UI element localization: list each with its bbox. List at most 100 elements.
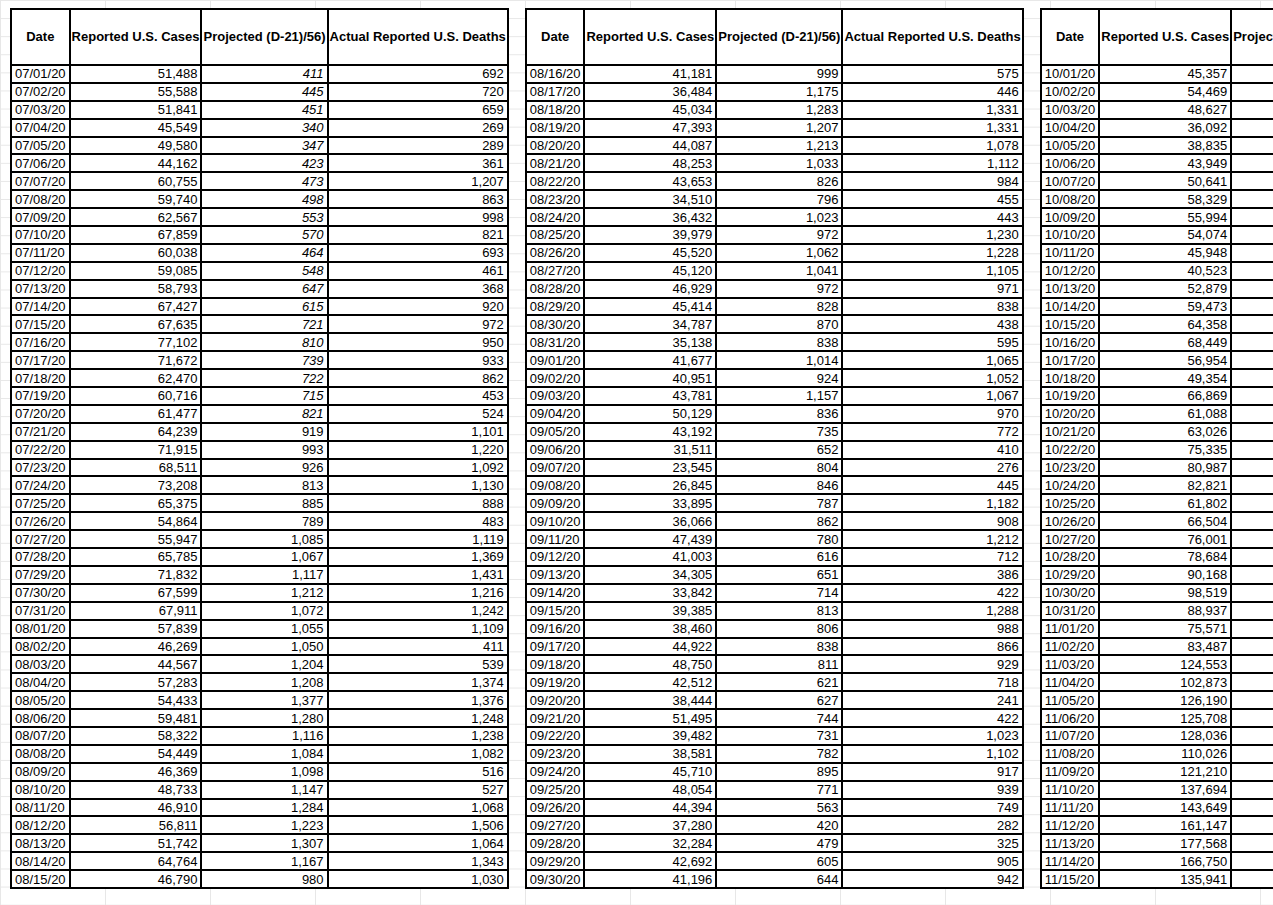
date-cell[interactable]: 11/02/20 [1041, 638, 1100, 656]
cases-cell[interactable]: 58,322 [70, 727, 202, 745]
cases-cell[interactable]: 50,129 [584, 405, 716, 423]
projected-cell[interactable]: 926 [201, 459, 327, 477]
date-cell[interactable]: 07/31/20 [11, 602, 70, 620]
cases-cell[interactable]: 62,470 [70, 369, 202, 387]
deaths-cell[interactable]: 933 [328, 351, 508, 369]
cases-cell[interactable]: 67,911 [70, 602, 202, 620]
cases-cell[interactable]: 35,138 [584, 333, 716, 351]
date-cell[interactable]: 07/03/20 [11, 101, 70, 119]
projected-cell[interactable]: 420 [716, 816, 842, 834]
cases-cell[interactable]: 143,649 [1099, 799, 1231, 817]
projected-cell[interactable]: 924 [716, 369, 842, 387]
deaths-cell[interactable]: 386 [842, 566, 1022, 584]
date-cell[interactable]: 11/09/20 [1041, 763, 1100, 781]
cases-cell[interactable]: 61,802 [1099, 494, 1231, 512]
projected-cell[interactable]: 1,098 [201, 763, 327, 781]
cases-cell[interactable]: 48,627 [1099, 101, 1231, 119]
date-cell[interactable]: 08/08/20 [11, 745, 70, 763]
date-cell[interactable]: 07/15/20 [11, 315, 70, 333]
projected-cell[interactable]: 838 [716, 333, 842, 351]
cases-cell[interactable]: 67,635 [70, 315, 202, 333]
deaths-cell[interactable]: 1,064 [328, 834, 508, 852]
date-cell[interactable]: 10/24/20 [1041, 476, 1100, 494]
cases-cell[interactable]: 166,750 [1099, 852, 1231, 870]
projected-cell[interactable]: 1,204 [201, 655, 327, 673]
date-cell[interactable]: 09/03/20 [526, 387, 585, 405]
deaths-cell[interactable]: 1,228 [842, 244, 1022, 262]
cases-cell[interactable]: 128,036 [1099, 727, 1231, 745]
projected-cell[interactable]: 411 [201, 65, 327, 83]
deaths-cell[interactable]: 422 [842, 584, 1022, 602]
cases-cell[interactable]: 44,162 [70, 154, 202, 172]
cases-cell[interactable]: 43,949 [1099, 154, 1231, 172]
date-cell[interactable]: 08/02/20 [11, 638, 70, 656]
cases-cell[interactable]: 49,354 [1099, 369, 1231, 387]
deaths-cell[interactable]: 1,105 [842, 262, 1022, 280]
deaths-cell[interactable]: 595 [842, 333, 1022, 351]
cases-cell[interactable]: 59,740 [70, 190, 202, 208]
projected-cell[interactable]: 780 [716, 530, 842, 548]
date-cell[interactable]: 10/08/20 [1041, 190, 1100, 208]
deaths-cell[interactable]: 1,212 [842, 530, 1022, 548]
date-cell[interactable]: 10/18/20 [1041, 369, 1100, 387]
projected-cell[interactable]: 821 [1231, 602, 1273, 620]
projected-cell[interactable]: 870 [716, 315, 842, 333]
projected-cell[interactable]: 802 [1231, 172, 1273, 190]
projected-cell[interactable]: 647 [201, 280, 327, 298]
cases-cell[interactable]: 49,580 [70, 137, 202, 155]
cases-cell[interactable]: 48,253 [584, 154, 716, 172]
deaths-cell[interactable]: 1,119 [328, 530, 508, 548]
cases-cell[interactable]: 98,519 [1099, 584, 1231, 602]
date-cell[interactable]: 11/07/20 [1041, 727, 1100, 745]
date-cell[interactable]: 07/29/20 [11, 566, 70, 584]
projected-cell[interactable]: 858 [1231, 315, 1273, 333]
cases-cell[interactable]: 61,088 [1099, 405, 1231, 423]
cases-cell[interactable]: 48,054 [584, 781, 716, 799]
cases-cell[interactable]: 33,895 [584, 494, 716, 512]
cases-cell[interactable]: 66,504 [1099, 512, 1231, 530]
date-cell[interactable]: 07/08/20 [11, 190, 70, 208]
cases-cell[interactable]: 48,750 [584, 655, 716, 673]
projected-cell[interactable]: 645 [1231, 476, 1273, 494]
header-projected[interactable]: Projected (D-21)/56) [1231, 9, 1273, 65]
cases-cell[interactable]: 102,873 [1099, 673, 1231, 691]
projected-cell[interactable]: 1,041 [716, 262, 842, 280]
date-cell[interactable]: 10/09/20 [1041, 208, 1100, 226]
cases-cell[interactable]: 71,915 [70, 441, 202, 459]
deaths-cell[interactable]: 942 [842, 870, 1022, 888]
deaths-cell[interactable]: 692 [328, 65, 508, 83]
projected-cell[interactable]: 479 [716, 834, 842, 852]
projected-cell[interactable]: 944 [1231, 638, 1273, 656]
deaths-cell[interactable]: 1,130 [328, 476, 508, 494]
date-cell[interactable]: 07/25/20 [11, 494, 70, 512]
date-cell[interactable]: 09/08/20 [526, 476, 585, 494]
projected-cell[interactable]: 744 [716, 709, 842, 727]
deaths-cell[interactable]: 712 [842, 548, 1022, 566]
deaths-cell[interactable]: 455 [842, 190, 1022, 208]
projected-cell[interactable]: 1,117 [201, 566, 327, 584]
deaths-cell[interactable]: 516 [328, 763, 508, 781]
cases-cell[interactable]: 40,523 [1099, 262, 1231, 280]
deaths-cell[interactable]: 1,242 [328, 602, 508, 620]
cases-cell[interactable]: 59,085 [70, 262, 202, 280]
projected-cell[interactable]: 993 [201, 441, 327, 459]
projected-cell[interactable]: 821 [201, 405, 327, 423]
projected-cell[interactable]: 1,055 [201, 620, 327, 638]
projected-cell[interactable]: 980 [201, 870, 327, 888]
cases-cell[interactable]: 161,147 [1099, 816, 1231, 834]
deaths-cell[interactable]: 1,102 [842, 745, 1022, 763]
deaths-cell[interactable]: 866 [842, 638, 1022, 656]
cases-cell[interactable]: 37,280 [584, 816, 716, 834]
projected-cell[interactable]: 1,284 [201, 799, 327, 817]
projected-cell[interactable]: 810 [1231, 423, 1273, 441]
date-cell[interactable]: 09/29/20 [526, 852, 585, 870]
date-cell[interactable]: 07/19/20 [11, 387, 70, 405]
deaths-cell[interactable]: 269 [328, 119, 508, 137]
deaths-cell[interactable]: 453 [328, 387, 508, 405]
date-cell[interactable]: 10/06/20 [1041, 154, 1100, 172]
cases-cell[interactable]: 39,482 [584, 727, 716, 745]
date-cell[interactable]: 10/07/20 [1041, 172, 1100, 190]
projected-cell[interactable]: 739 [201, 351, 327, 369]
cases-cell[interactable]: 54,433 [70, 691, 202, 709]
date-cell[interactable]: 07/13/20 [11, 280, 70, 298]
